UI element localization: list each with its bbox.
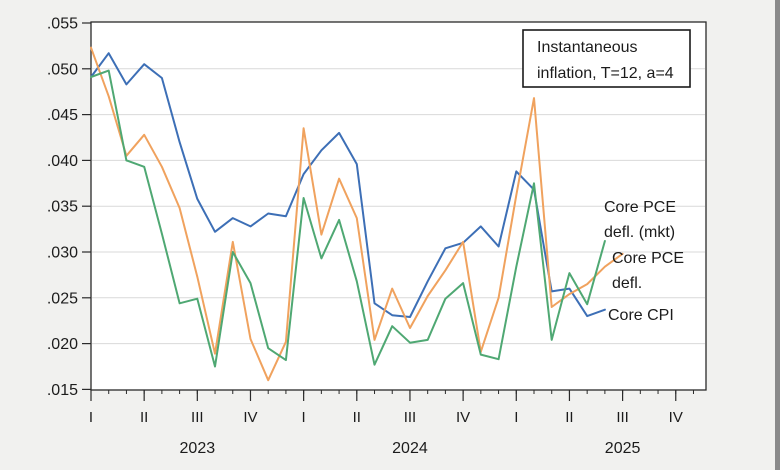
x-axis-year-labels: 2023 2024 2025 [180,440,641,457]
quarter-label: I [514,409,518,426]
quarter-label: IV [456,409,470,426]
core-pce-mkt-label-line1: Core PCE [604,199,676,216]
quarter-label: I [89,409,93,426]
y-tick-label: .040 [47,153,78,170]
x-axis-ticks [90,390,694,401]
quarter-label: III [616,409,629,426]
core-cpi-label: Core CPI [608,307,674,324]
legend-border [522,29,691,88]
core-pce-label-line2: defl. [612,275,642,292]
core-pce-label-line1: Core PCE [612,250,684,267]
legend-box: Instantaneous inflation, T=12, a=4 [522,29,691,88]
window-right-edge [775,0,780,470]
legend-line-2: inflation, T=12, a=4 [537,65,674,82]
y-tick-label: .030 [47,245,78,262]
y-tick-label: .045 [47,107,78,124]
y-tick-label: .025 [47,290,78,307]
y-tick-label: .055 [47,16,78,33]
quarter-label: II [565,409,573,426]
line-core-pce-defl-mkt- [90,69,606,368]
series-label-core-pce-mkt: Core PCE defl. (mkt) [604,199,676,241]
data-lines [90,46,624,382]
series-label-core-pce: Core PCE defl. [612,250,684,292]
y-axis-labels: .055 .050 .045 .040 .035 .030 .025 .020 .015 [47,16,78,399]
quarter-label: IV [243,409,257,426]
series-label-core-cpi: Core CPI [608,307,674,324]
line-core-pce-defl- [90,46,624,382]
y-tick-label: .015 [47,382,78,399]
quarter-label: III [404,409,417,426]
y-axis-ticks [82,22,91,390]
quarter-label: I [302,409,306,426]
year-label: 2024 [392,440,428,457]
y-tick-label: .035 [47,199,78,216]
y-tick-label: .020 [47,336,78,353]
quarter-label: IV [669,409,683,426]
year-label: 2025 [605,440,641,457]
quarter-label: III [191,409,204,426]
quarter-label: II [140,409,148,426]
core-pce-mkt-label-line2: defl. (mkt) [604,224,675,241]
legend-line-1: Instantaneous [537,39,638,56]
x-axis-quarter-labels: I II III IV I II III IV I II III IV [89,409,683,426]
year-label: 2023 [180,440,216,457]
y-tick-label: .050 [47,61,78,78]
quarter-label: II [353,409,361,426]
